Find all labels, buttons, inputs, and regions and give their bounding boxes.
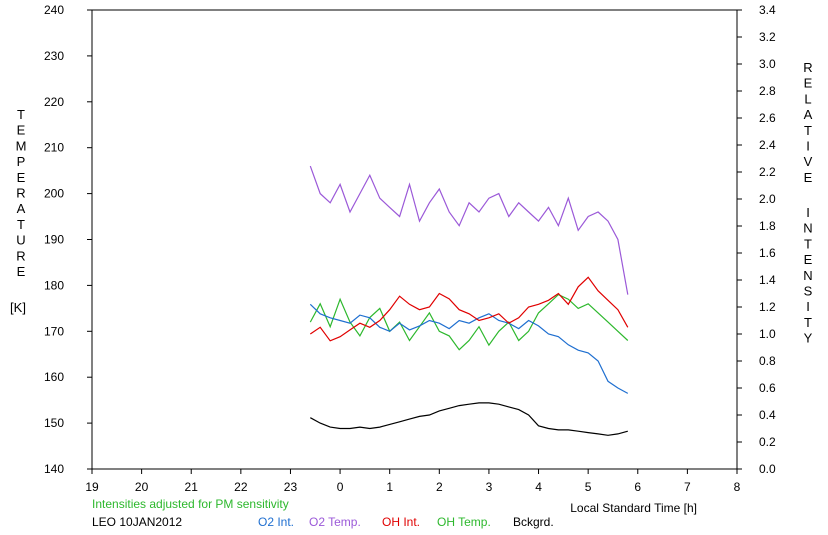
x-tick-label: 21	[185, 480, 199, 494]
series-o2-temp	[309, 165, 629, 295]
x-tick-label: 23	[284, 480, 298, 494]
x-tick-label: 5	[585, 480, 592, 494]
y-left-label-letter: E	[17, 264, 26, 279]
y-right-label-letter: S	[804, 284, 813, 299]
series-o2-int	[309, 303, 629, 394]
y-left-tick-label: 150	[44, 416, 64, 430]
legend-item: Bckgrd.	[513, 515, 554, 529]
x-tick-label: 2	[436, 480, 443, 494]
y-left-tick-label: 140	[44, 462, 64, 476]
y-left-label-letter: E	[17, 123, 26, 138]
legend-item: O2 Temp.	[309, 515, 361, 529]
legend-item: O2 Int.	[258, 515, 294, 529]
y-right-label-letter: I	[806, 299, 810, 314]
x-axis-label: Local Standard Time [h]	[570, 501, 697, 515]
x-tick-label: 8	[734, 480, 741, 494]
y-axis-right: 0.0 0.2 0.4 0.6 0.8 1.0 1.2 1.4 1.6 1.8 2.0 2.2 2.4 2…	[737, 3, 776, 476]
x-tick-label: 6	[634, 480, 641, 494]
y-right-label-letter: A	[804, 107, 813, 122]
y-left-tick-label: 230	[44, 49, 64, 63]
y-right-tick-label: 3.4	[759, 3, 776, 17]
x-tick-label: 7	[684, 480, 691, 494]
y-left-tick-label: 180	[44, 278, 64, 292]
y-right-label-letter: T	[804, 236, 812, 251]
y-right-tick-label: 1.0	[759, 327, 776, 341]
y-right-tick-label: 1.6	[759, 246, 776, 260]
series-oh-int	[309, 276, 629, 342]
x-tick-label: 3	[486, 480, 493, 494]
y-right-tick-label: 3.2	[759, 30, 776, 44]
y-left-label-letter: U	[16, 233, 25, 248]
y-right-tick-label: 2.2	[759, 165, 776, 179]
y-right-label-letter: Y	[804, 331, 813, 346]
y-left-tick-label: 170	[44, 324, 64, 338]
legend-item: OH Int.	[382, 515, 420, 529]
x-tick-label: 0	[337, 480, 344, 494]
y-right-label-letter: I	[806, 205, 810, 220]
x-axis: 19 20 21 22 23 0 1 2 3 4 5 6 7 8	[85, 469, 741, 494]
x-tick-label: 19	[85, 480, 99, 494]
y-right-tick-label: 0.6	[759, 381, 776, 395]
y-right-label-letter: N	[803, 268, 812, 283]
legend-item: OH Temp.	[437, 515, 491, 529]
y-left-label-letter: R	[16, 186, 25, 201]
y-left-label-letter: T	[17, 217, 25, 232]
y-right-tick-label: 2.0	[759, 192, 776, 206]
y-right-tick-label: 2.4	[759, 138, 776, 152]
y-left-label-letter: E	[17, 170, 26, 185]
y-right-tick-label: 3.0	[759, 57, 776, 71]
y-right-label-letter: L	[804, 91, 811, 106]
y-right-label-letter: E	[804, 170, 813, 185]
y-left-tick-label: 210	[44, 141, 64, 155]
series-bckgrd	[310, 402, 628, 436]
y-right-label-letter: E	[804, 252, 813, 267]
y-left-tick-label: 220	[44, 95, 64, 109]
y-left-tick-label: 240	[44, 3, 64, 17]
plot-frame	[91, 9, 738, 470]
y-right-tick-label: 2.6	[759, 111, 776, 125]
y-right-label-letter: R	[803, 60, 812, 75]
y-left-label-letter: T	[17, 107, 25, 122]
y-left-unit: [K]	[10, 300, 26, 315]
y-right-label-letter: V	[804, 154, 813, 169]
y-left-label-letter: A	[17, 201, 26, 216]
y-left-tick-label: 160	[44, 370, 64, 384]
y-left-label-letter: R	[16, 248, 25, 263]
legend: O2 Int. O2 Temp. OH Int. OH Temp. Bckgrd.	[258, 515, 554, 529]
y-right-label-letter: E	[804, 76, 813, 91]
y-right-label-letter: N	[803, 221, 812, 236]
y-right-label-letter: I	[806, 139, 810, 154]
x-tick-label: 20	[135, 480, 149, 494]
y-right-tick-label: 1.2	[759, 300, 776, 314]
y-right-tick-label: 2.8	[759, 84, 776, 98]
y-right-tick-label: 0.8	[759, 354, 776, 368]
y-axis-left: 140 150 160 170 180 190 200 210 220 230 240	[44, 3, 92, 476]
y-left-tick-label: 200	[44, 187, 64, 201]
series-oh-temp	[309, 293, 629, 351]
y-left-label-letter: P	[17, 154, 26, 169]
y-left-tick-label: 190	[44, 233, 64, 247]
y-right-tick-label: 0.4	[759, 408, 776, 422]
x-tick-label: 4	[535, 480, 542, 494]
series-layer	[309, 165, 629, 436]
y-right-tick-label: 0.0	[759, 462, 776, 476]
y-right-tick-label: 1.4	[759, 273, 776, 287]
y-left-label-letter: M	[16, 138, 27, 153]
x-tick-label: 1	[386, 480, 393, 494]
x-tick-label: 22	[234, 480, 248, 494]
station-label: LEO 10JAN2012	[92, 515, 182, 529]
y-right-label-letter: T	[804, 123, 812, 138]
sensitivity-note: Intensities adjusted for PM sensitivity	[92, 497, 289, 511]
y-right-tick-label: 1.8	[759, 219, 776, 233]
y-right-label-letter: T	[804, 315, 812, 330]
y-right-tick-label: 0.2	[759, 435, 776, 449]
